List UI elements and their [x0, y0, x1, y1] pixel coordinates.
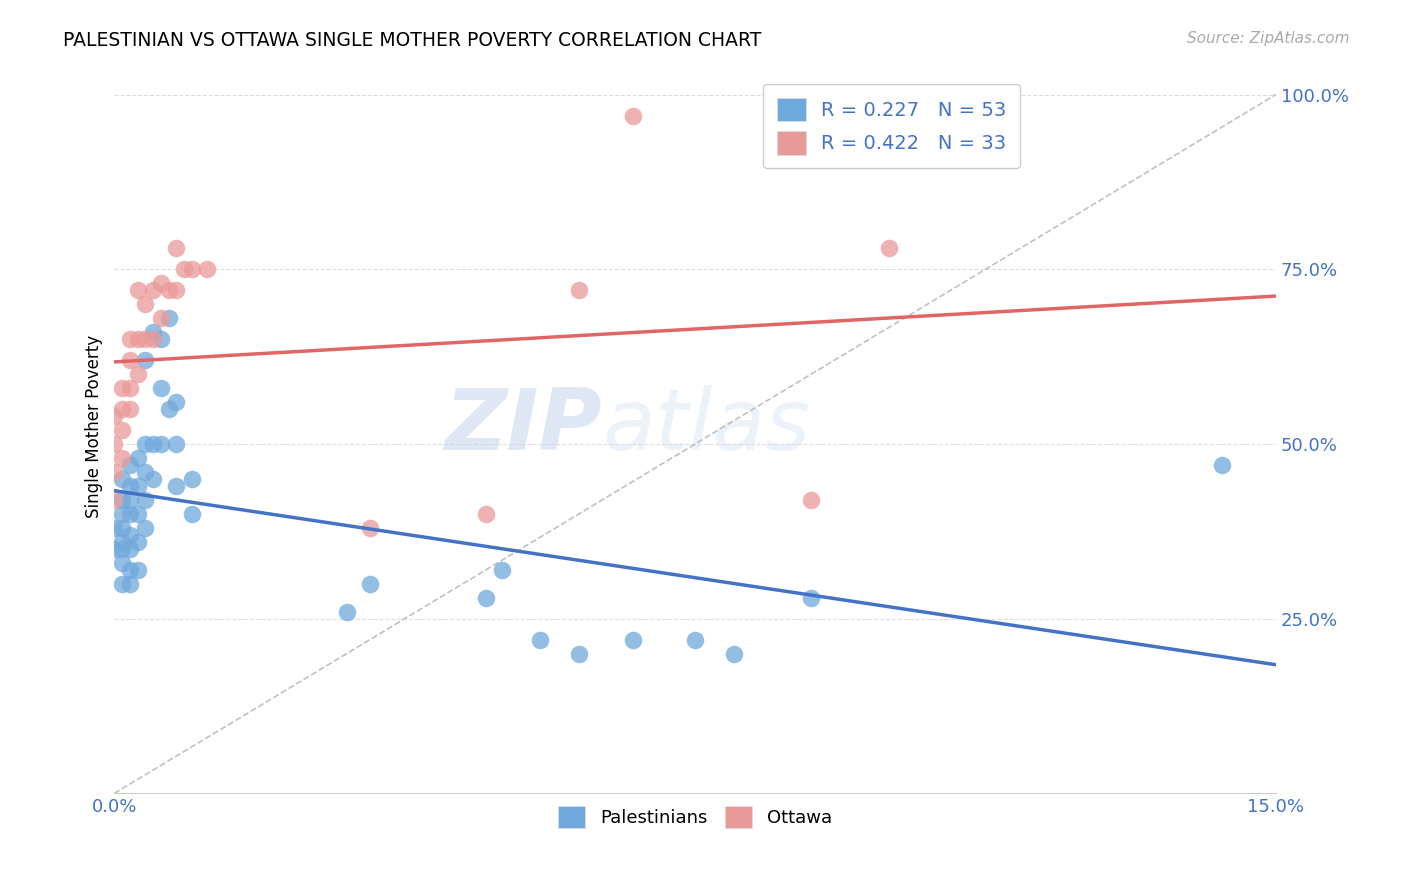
Point: [134, 437, 156, 451]
Legend: Palestinians, Ottawa: Palestinians, Ottawa: [551, 799, 839, 836]
Text: PALESTINIAN VS OTTAWA SINGLE MOTHER POVERTY CORRELATION CHART: PALESTINIAN VS OTTAWA SINGLE MOTHER POVE…: [63, 31, 762, 50]
Point: [111, 507, 134, 521]
Point: [118, 541, 141, 556]
Point: [127, 479, 149, 493]
Point: [475, 507, 498, 521]
Text: atlas: atlas: [602, 385, 810, 468]
Point: [103, 409, 125, 423]
Point: [568, 283, 591, 297]
Point: [111, 381, 134, 395]
Point: [118, 507, 141, 521]
Point: [149, 277, 172, 291]
Point: [180, 472, 202, 486]
Point: [142, 283, 165, 297]
Point: [336, 605, 359, 619]
Point: [149, 381, 172, 395]
Point: [127, 450, 149, 465]
Point: [111, 541, 134, 556]
Point: [118, 402, 141, 417]
Point: [118, 528, 141, 542]
Point: [475, 591, 498, 605]
Point: [118, 576, 141, 591]
Point: [491, 563, 513, 577]
Point: [103, 541, 125, 556]
Point: [173, 262, 195, 277]
Point: [800, 591, 823, 605]
Point: [165, 241, 187, 255]
Point: [118, 381, 141, 395]
Point: [568, 647, 591, 661]
Point: [134, 297, 156, 311]
Text: Source: ZipAtlas.com: Source: ZipAtlas.com: [1187, 31, 1350, 46]
Point: [142, 437, 165, 451]
Point: [118, 492, 141, 507]
Point: [127, 563, 149, 577]
Point: [359, 576, 381, 591]
Point: [149, 311, 172, 326]
Point: [877, 241, 900, 255]
Point: [529, 632, 551, 647]
Point: [157, 311, 180, 326]
Point: [165, 395, 187, 409]
Point: [118, 563, 141, 577]
Point: [134, 465, 156, 479]
Point: [111, 423, 134, 437]
Point: [165, 437, 187, 451]
Point: [165, 283, 187, 297]
Point: [127, 534, 149, 549]
Point: [127, 283, 149, 297]
Point: [111, 521, 134, 535]
Point: [111, 492, 134, 507]
Point: [118, 353, 141, 368]
Point: [127, 332, 149, 346]
Point: [127, 367, 149, 381]
Point: [103, 492, 125, 507]
Point: [111, 556, 134, 570]
Point: [683, 632, 706, 647]
Point: [111, 402, 134, 417]
Point: [1211, 458, 1233, 472]
Point: [134, 521, 156, 535]
Point: [134, 492, 156, 507]
Point: [149, 332, 172, 346]
Point: [359, 521, 381, 535]
Point: [800, 492, 823, 507]
Point: [142, 472, 165, 486]
Point: [111, 534, 134, 549]
Point: [180, 507, 202, 521]
Point: [134, 353, 156, 368]
Point: [118, 479, 141, 493]
Point: [157, 283, 180, 297]
Point: [195, 262, 218, 277]
Point: [118, 458, 141, 472]
Point: [621, 632, 644, 647]
Point: [118, 332, 141, 346]
Point: [165, 479, 187, 493]
Point: [621, 108, 644, 122]
Point: [134, 332, 156, 346]
Point: [127, 507, 149, 521]
Point: [103, 465, 125, 479]
Point: [142, 332, 165, 346]
Point: [142, 325, 165, 339]
Text: ZIP: ZIP: [444, 385, 602, 468]
Point: [103, 521, 125, 535]
Point: [111, 450, 134, 465]
Point: [149, 437, 172, 451]
Point: [180, 262, 202, 277]
Point: [111, 576, 134, 591]
Point: [111, 472, 134, 486]
Point: [157, 402, 180, 417]
Point: [103, 437, 125, 451]
Y-axis label: Single Mother Poverty: Single Mother Poverty: [86, 334, 103, 518]
Point: [723, 647, 745, 661]
